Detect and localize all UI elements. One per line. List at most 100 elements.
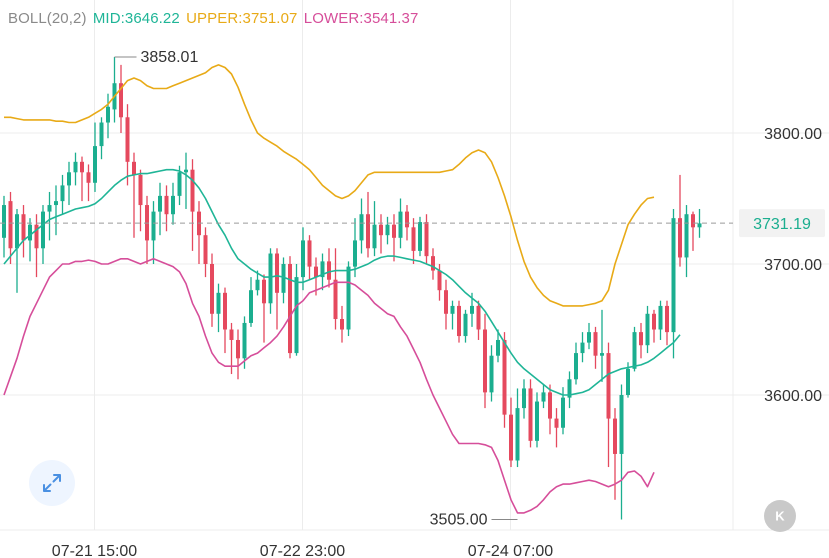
candle-body — [535, 401, 539, 441]
candle-body — [593, 332, 598, 356]
candle-body — [684, 214, 689, 258]
legend-mid: MID:3646.22 — [92, 10, 180, 27]
candle-body — [359, 214, 364, 241]
legend-upper: UPPER:3751.07 — [186, 10, 298, 27]
candle-body — [216, 292, 221, 314]
candle-body — [678, 218, 682, 258]
candle-body — [392, 224, 396, 238]
candle-body — [619, 395, 624, 454]
candle-body — [450, 305, 455, 314]
candle-body — [600, 353, 604, 356]
legend-indicator-name: BOLL(20,2) — [8, 10, 87, 27]
candle-body — [483, 329, 487, 393]
candle-body — [268, 253, 273, 304]
candle-body — [587, 332, 591, 343]
candle-body — [132, 161, 136, 175]
expand-chart-button[interactable] — [29, 460, 75, 506]
candle-body — [151, 211, 156, 241]
candle-body — [8, 201, 13, 249]
y-tick-label: 3700.00 — [764, 257, 822, 274]
candle-body — [665, 305, 669, 333]
candle-body — [554, 418, 559, 428]
svg-text:K: K — [775, 509, 785, 524]
candle-body — [229, 329, 234, 340]
candle-body — [86, 172, 91, 183]
candle-body — [411, 227, 416, 251]
candle-body — [366, 214, 370, 249]
band-mid-line — [3, 168, 681, 396]
candle-body — [28, 224, 32, 241]
candle-body — [262, 279, 266, 304]
candle-body — [548, 392, 552, 419]
candle-body — [418, 222, 422, 251]
current-price-label: 3731.19 — [753, 216, 811, 233]
candle-body — [301, 240, 305, 278]
candle-body — [398, 211, 403, 238]
candle-body — [80, 161, 84, 173]
candle-body — [190, 169, 195, 212]
candle-body — [255, 279, 260, 291]
candle-body — [444, 290, 448, 314]
candle-body — [236, 339, 240, 359]
candle-body — [613, 418, 617, 454]
x-tick-label: 07-21 15:00 — [52, 543, 138, 558]
candle-body — [307, 240, 312, 267]
axis-labels: 3600.00 3700.00 3800.00 07-21 15:00 07-22 23… — [52, 126, 822, 558]
candle-body — [346, 266, 351, 330]
candle-body — [372, 224, 377, 249]
x-tick-label: 07-22 23:00 — [260, 543, 346, 558]
candle-body — [424, 222, 429, 257]
candle-body — [67, 172, 71, 186]
candle-body — [320, 261, 325, 278]
candle-body — [515, 408, 520, 461]
candle-body — [15, 214, 19, 249]
band-lower-line — [3, 257, 655, 514]
candle-body — [639, 332, 643, 346]
candle-body — [158, 195, 162, 212]
candle-body — [47, 205, 52, 212]
candle-body — [210, 264, 214, 314]
candle-body — [541, 392, 546, 402]
min-price-label: 3505.00 — [430, 511, 488, 528]
candle-body — [177, 172, 182, 196]
candle-body — [632, 332, 637, 369]
candle-body — [405, 211, 409, 228]
candle-body — [2, 205, 6, 238]
candle-body — [463, 313, 468, 337]
k-icon: K — [775, 509, 785, 524]
candle-body — [658, 305, 663, 330]
candle-body — [184, 169, 188, 173]
candle-body — [574, 353, 578, 380]
candle-body — [60, 185, 65, 202]
candle-body — [294, 277, 299, 354]
candle-body — [281, 264, 286, 293]
grid-lines — [0, 0, 829, 531]
band-upper-line — [4, 64, 655, 307]
candle-body — [522, 388, 526, 409]
boll-legend: BOLL(20,2) MID:3646.22 UPPER:3751.07 LOW… — [8, 10, 420, 27]
candle-body — [431, 256, 435, 271]
x-tick-label: 07-24 07:00 — [468, 543, 554, 558]
candle-body — [171, 195, 175, 215]
candle-body — [496, 339, 500, 356]
candle-body — [379, 224, 383, 236]
candle-body — [340, 319, 344, 330]
candle-body — [489, 355, 494, 393]
y-tick-label: 3600.00 — [764, 388, 822, 405]
candle-body — [502, 339, 507, 415]
candle-body — [528, 388, 533, 441]
candle-body — [223, 292, 227, 330]
candle-body — [249, 290, 253, 323]
candle-body — [567, 379, 572, 398]
candle-body — [606, 353, 611, 419]
k-line-toggle-button[interactable]: K — [764, 500, 796, 532]
candle-body — [288, 264, 292, 354]
candle-body — [73, 161, 78, 173]
candle-body — [509, 414, 513, 461]
candle-body — [314, 266, 318, 278]
current-price-box — [739, 209, 825, 238]
candle-body — [691, 214, 695, 228]
candle-body — [353, 240, 357, 267]
candle-body — [203, 235, 208, 264]
